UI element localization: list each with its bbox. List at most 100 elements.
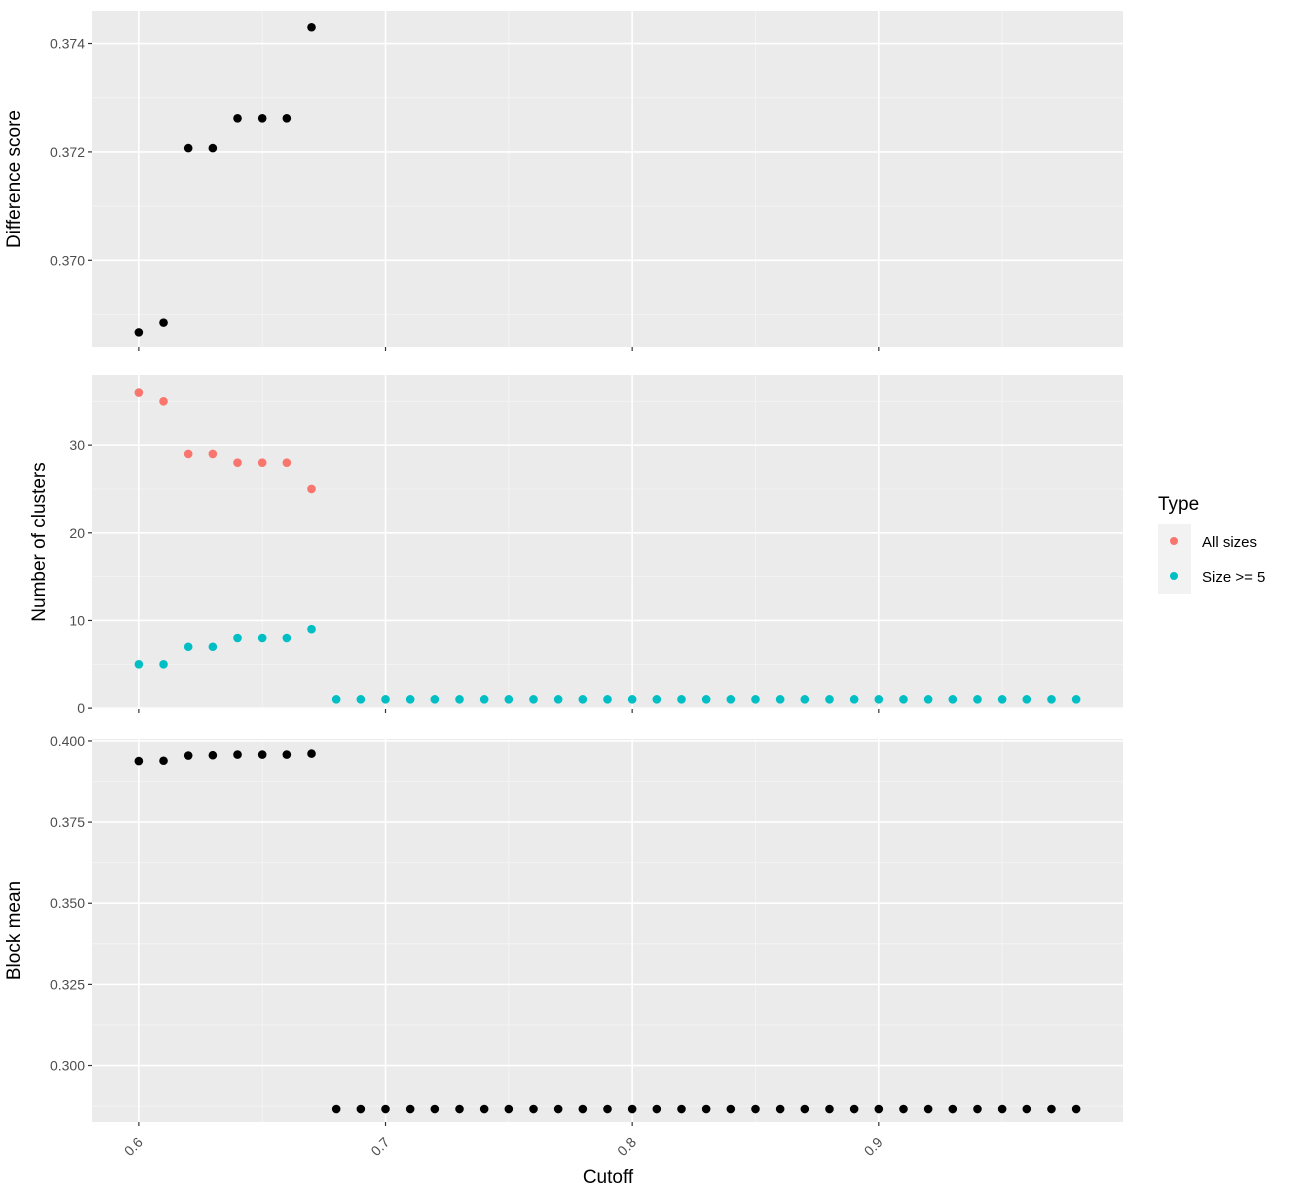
- data-point: [948, 1104, 958, 1114]
- data-point: [159, 396, 168, 406]
- data-point: [307, 749, 316, 758]
- data-point: [479, 1104, 489, 1114]
- data-point: [479, 695, 489, 704]
- y-tick-label: 0.374: [50, 36, 85, 52]
- series-points: [134, 749, 1081, 1114]
- panel-1: 0.370 0.372 0.374 Difference score: [4, 11, 1123, 351]
- y-tick-label: 30: [69, 437, 85, 453]
- data-point: [997, 1104, 1007, 1114]
- data-point: [652, 1104, 662, 1114]
- data-point: [257, 114, 267, 123]
- data-point: [405, 695, 415, 704]
- legend-title: Type: [1158, 494, 1199, 515]
- data-point: [578, 695, 588, 704]
- data-point: [899, 695, 908, 704]
- data-point: [159, 318, 168, 327]
- data-point: [183, 642, 193, 652]
- x-tick-label: 0.7: [367, 1134, 392, 1159]
- data-point: [282, 750, 292, 759]
- data-point: [257, 633, 267, 643]
- x-tick-label: 0.8: [614, 1134, 639, 1159]
- y-tick-label: 20: [69, 525, 85, 541]
- data-point: [751, 1104, 760, 1114]
- legend-key-all-sizes: [1170, 537, 1178, 545]
- data-point: [553, 695, 563, 704]
- data-point: [159, 756, 168, 766]
- data-point: [159, 659, 168, 669]
- data-point: [208, 143, 218, 153]
- data-point: [183, 143, 193, 153]
- data-point: [775, 1104, 785, 1114]
- data-point: [257, 458, 267, 467]
- data-point: [356, 1104, 366, 1114]
- series-size-5: [134, 624, 1081, 704]
- y-tick-label: 0.300: [50, 1058, 85, 1074]
- data-point: [430, 1104, 440, 1114]
- data-point: [504, 695, 514, 704]
- data-point: [134, 388, 144, 397]
- data-point: [849, 1104, 859, 1114]
- data-point: [208, 642, 218, 652]
- data-point: [208, 449, 218, 459]
- data-point: [775, 695, 785, 704]
- data-point: [553, 1104, 563, 1114]
- data-point: [578, 1104, 588, 1114]
- panel-3: 0.300 0.325 0.350 0.375 0.400 Block mean 0.6 0.…: [4, 733, 1123, 1159]
- x-tick-label: 0.9: [861, 1134, 886, 1159]
- data-point: [282, 114, 292, 123]
- y-tick-label: 0.370: [50, 252, 85, 268]
- data-point: [603, 1104, 612, 1114]
- data-point: [529, 1104, 538, 1114]
- legend: Type All sizes Size >= 5: [1158, 494, 1265, 594]
- data-point: [923, 695, 933, 704]
- data-point: [455, 1104, 464, 1114]
- y-tick-label: 10: [69, 612, 85, 628]
- legend-label-all-sizes: All sizes: [1202, 534, 1257, 551]
- data-point: [1022, 1104, 1032, 1114]
- panel-background: [92, 375, 1123, 709]
- data-point: [701, 695, 711, 704]
- data-point: [356, 695, 366, 704]
- y-tick-label: 0.325: [50, 976, 85, 992]
- data-point: [331, 695, 341, 704]
- data-point: [257, 750, 267, 759]
- series-all-sizes: [134, 388, 316, 494]
- x-axis-title: Cutoff: [583, 1167, 634, 1188]
- data-point: [134, 756, 144, 766]
- data-point: [825, 695, 834, 704]
- data-point: [874, 1104, 884, 1114]
- panel-background: [92, 739, 1123, 1122]
- data-point: [134, 659, 144, 669]
- y-tick-label: 0.400: [50, 733, 85, 749]
- data-point: [603, 695, 612, 704]
- data-point: [1022, 695, 1032, 704]
- data-point: [726, 695, 736, 704]
- data-point: [701, 1104, 711, 1114]
- legend-label-size-5: Size >= 5: [1202, 569, 1265, 586]
- data-point: [1071, 695, 1081, 704]
- y-tick-label: 0.372: [50, 144, 85, 160]
- data-point: [627, 695, 637, 704]
- data-point: [677, 695, 686, 704]
- data-point: [183, 751, 193, 760]
- legend-key-size-5: [1170, 572, 1178, 580]
- data-point: [948, 695, 958, 704]
- data-point: [849, 695, 859, 704]
- data-point: [973, 1104, 982, 1114]
- data-point: [627, 1104, 637, 1114]
- panel-2: 0 10 20 30 Number of clusters: [29, 375, 1123, 716]
- data-point: [183, 449, 193, 459]
- y-axis-title: Number of clusters: [29, 462, 50, 621]
- data-point: [307, 22, 316, 32]
- y-axis-title: Difference score: [4, 110, 25, 248]
- data-point: [874, 695, 884, 704]
- data-point: [331, 1104, 341, 1114]
- data-point: [455, 695, 464, 704]
- data-point: [208, 750, 218, 760]
- data-point: [430, 695, 440, 704]
- chart-panels: 0.370 0.372 0.374 Difference score 0 10 20 30 Nu…: [4, 11, 1123, 1159]
- data-point: [800, 1104, 810, 1114]
- data-point: [973, 695, 982, 704]
- data-point: [282, 458, 292, 467]
